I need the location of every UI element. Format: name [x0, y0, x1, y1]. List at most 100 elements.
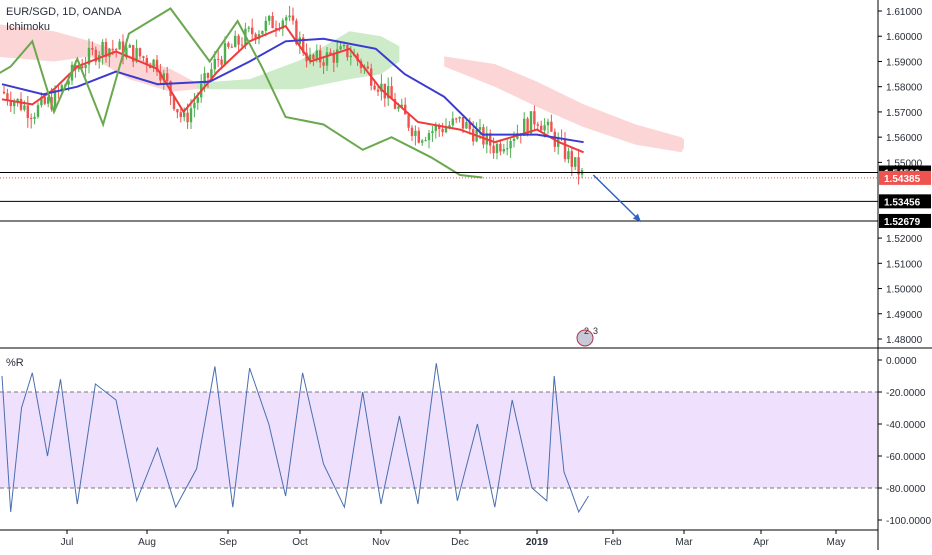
candle-body [142, 56, 145, 59]
candle-body [380, 83, 383, 92]
forecast-arrow [592, 174, 642, 223]
candle-body [47, 97, 50, 104]
candle-body [111, 48, 114, 50]
event-marker-label: 2 [584, 326, 589, 336]
candle-body [451, 118, 454, 126]
candle-body [336, 49, 339, 63]
candle-body [196, 97, 199, 103]
candle-body [135, 48, 138, 62]
price-label: 1.53456 [884, 197, 921, 208]
candle-body [291, 15, 295, 21]
candle-body [67, 80, 70, 85]
candle-body [203, 73, 206, 84]
candle-body [193, 102, 196, 109]
time-tick-label: 2019 [526, 537, 549, 548]
candle-body [308, 54, 312, 62]
candle-body [251, 27, 254, 35]
candle-body [104, 41, 108, 57]
candle-body [9, 100, 12, 107]
candle-body [339, 46, 342, 50]
wr-tick-label: -60.0000 [886, 452, 926, 463]
candle-body [489, 133, 492, 146]
candle-body [414, 130, 417, 136]
candle-body [36, 105, 40, 117]
candle-body [342, 44, 346, 47]
candle-body [183, 112, 186, 118]
candle-body [506, 148, 509, 150]
candle-body [526, 118, 529, 134]
candle-body [332, 54, 335, 63]
candle-body [247, 27, 250, 29]
price-label-bg [879, 170, 931, 185]
candle-body [217, 58, 220, 60]
candle-body [125, 47, 128, 58]
candle-body [33, 116, 36, 119]
event-marker-label: 3 [593, 326, 598, 336]
candle-body [570, 151, 573, 167]
candle-body [448, 125, 451, 128]
candle-body [533, 111, 536, 125]
time-tick-label: Jul [61, 537, 74, 548]
candle-body [23, 105, 26, 110]
candle-body [421, 140, 424, 143]
candle-body [509, 140, 512, 149]
candle-body [230, 46, 233, 48]
candle-body [424, 140, 427, 142]
price-tick-label: 1.52000 [886, 234, 923, 245]
cloud-bearish-late [444, 56, 684, 153]
candle-body [268, 16, 271, 21]
candle-body [227, 43, 230, 47]
time-tick-label: Mar [675, 537, 693, 548]
price-tick-label: 1.51000 [886, 259, 923, 270]
candle-body [19, 98, 23, 110]
price-tick-label: 1.57000 [886, 108, 923, 119]
candle-body [84, 64, 87, 69]
wr-tick-label: -20.0000 [886, 388, 926, 399]
candle-body [529, 111, 533, 134]
time-tick-label: Nov [372, 537, 390, 548]
candle-body [132, 45, 135, 62]
base-line [1, 37, 584, 144]
price-tick-label: 1.49000 [886, 310, 923, 321]
forecast-arrow-head [632, 213, 641, 222]
candle-body [366, 66, 369, 69]
candle-body [240, 44, 244, 46]
candle-body [577, 157, 580, 175]
price-tick-label: 1.56000 [886, 133, 923, 144]
candle-body [434, 125, 437, 132]
symbol-title: EUR/SGD, 1D, OANDA [6, 6, 122, 18]
candle-body [162, 73, 165, 81]
candle-body [417, 130, 420, 143]
candle-body [329, 52, 332, 55]
candle-body [91, 47, 94, 50]
candle-body [145, 58, 148, 65]
candle-body [155, 59, 159, 72]
candle-body [390, 86, 393, 100]
candle-body [274, 28, 278, 30]
candle-body [16, 98, 19, 102]
candle-body [482, 127, 485, 145]
candle-body [492, 145, 495, 154]
candle-body [6, 93, 9, 101]
candle-body [40, 96, 43, 106]
cloud-bullish [196, 31, 400, 90]
wr-line [1, 363, 589, 514]
candle-body [271, 16, 274, 29]
candle-body [234, 35, 237, 48]
price-tick-label: 1.61000 [886, 7, 923, 18]
candle-body [461, 116, 465, 129]
candle-body [288, 15, 291, 18]
candle-body [546, 121, 550, 126]
candle-body [373, 85, 376, 90]
wr-tick-label: -80.0000 [886, 484, 926, 495]
event-marker-circle [576, 329, 594, 347]
candle-body [383, 83, 386, 99]
candle-body [431, 131, 434, 134]
wr-tick-label: -40.0000 [886, 420, 926, 431]
candle-body [444, 127, 448, 133]
time-tick-label: Oct [292, 537, 308, 548]
candle-body [118, 41, 121, 50]
time-tick-label: Sep [219, 537, 237, 548]
